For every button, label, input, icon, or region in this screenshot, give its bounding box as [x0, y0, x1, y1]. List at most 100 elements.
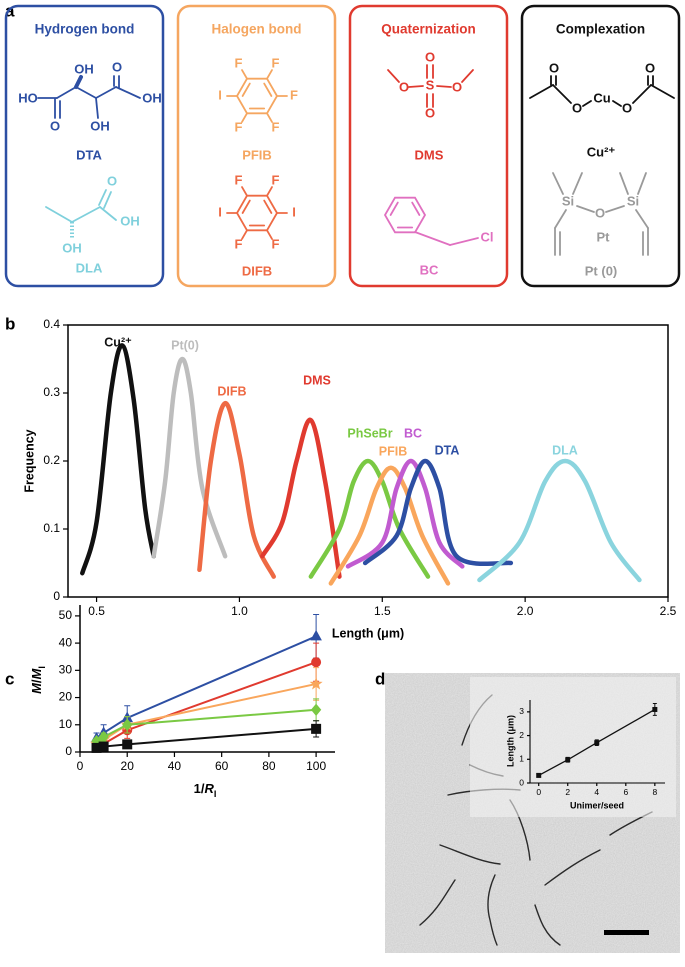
- atom-label: OH: [142, 90, 162, 105]
- x-tick-label: 0: [77, 759, 84, 773]
- bond: [619, 172, 629, 195]
- inset-bg: [470, 677, 676, 817]
- bond: [635, 209, 649, 229]
- category-box: [4, 4, 165, 288]
- micrograph: [385, 673, 680, 953]
- fiber: [544, 849, 601, 886]
- category-box: [176, 4, 337, 288]
- marker: [309, 677, 323, 690]
- bond: [241, 69, 248, 80]
- atom-label: Cu: [593, 90, 610, 105]
- scale-bar: [604, 930, 649, 935]
- y-axis-label: M/MI: [29, 666, 47, 694]
- y-tick-label: 3: [519, 706, 524, 716]
- bond: [56, 86, 77, 99]
- marker: [98, 741, 109, 752]
- fiber: [419, 879, 456, 926]
- category-title: Complexation: [556, 22, 645, 37]
- category-box: [520, 4, 681, 288]
- atom-label: F: [235, 172, 243, 187]
- bond: [529, 84, 554, 99]
- atom-label: I: [218, 204, 222, 219]
- atom-label: HO: [18, 90, 38, 105]
- series-label: PhSeBr: [347, 426, 392, 440]
- bond: [637, 172, 647, 195]
- category-title: Hydrogen bond: [35, 22, 135, 37]
- y-tick-label: 1: [519, 754, 524, 764]
- atom-label: F: [272, 236, 280, 251]
- series: [536, 703, 658, 778]
- fiber: [439, 844, 501, 865]
- atom-label: Cl: [481, 229, 494, 244]
- series-line: [96, 708, 317, 742]
- x-tick-label: 6: [623, 787, 628, 797]
- y-tick-label: 0.4: [43, 317, 60, 331]
- bond: [45, 206, 73, 223]
- y-tick-label: 0.2: [43, 453, 60, 467]
- distribution-curve: [477, 458, 642, 583]
- bond: [552, 172, 564, 195]
- atom-label: F: [272, 172, 280, 187]
- marker: [594, 740, 600, 746]
- distribution-curve: [260, 417, 342, 579]
- bond: [612, 100, 622, 107]
- series-label: Pt(0): [171, 338, 199, 352]
- atom-label: O: [572, 100, 582, 115]
- compound-name: PFIB: [242, 147, 272, 162]
- structure: [552, 172, 649, 256]
- x-tick-label: 1.5: [374, 604, 391, 618]
- y-tick-label: 0: [53, 589, 60, 603]
- y-tick-label: 50: [59, 608, 73, 622]
- panel-label: d: [375, 669, 385, 688]
- bond: [414, 231, 451, 246]
- ring-double-bond: [241, 199, 251, 214]
- structure: [45, 189, 117, 239]
- x-tick-label: 4: [594, 787, 599, 797]
- atom-label: O: [452, 79, 462, 94]
- series-line: [96, 682, 317, 745]
- ring-double-bond: [263, 82, 273, 97]
- atom-label: O: [645, 60, 655, 75]
- atom-label: Si: [627, 193, 639, 208]
- category-title: Quaternization: [381, 22, 476, 37]
- compound-name: Pt (0): [585, 263, 618, 278]
- x-tick-label: 0.5: [88, 604, 105, 618]
- atom-label: O: [50, 118, 60, 133]
- compound-name: DMS: [415, 147, 444, 162]
- axis-label-part: I: [214, 789, 217, 799]
- x-tick-label: 2.0: [517, 604, 534, 618]
- panel-label: c: [5, 669, 14, 688]
- bond: [650, 84, 675, 99]
- compound-name: DTA: [76, 147, 102, 162]
- atom-label: F: [290, 87, 298, 102]
- bond: [95, 86, 117, 99]
- atom-label: O: [425, 49, 435, 64]
- x-tick-label: 60: [215, 759, 229, 773]
- x-tick-label: 2.5: [660, 604, 677, 618]
- structure: [226, 186, 288, 240]
- series-label: DTA: [435, 443, 460, 457]
- series-label: DIFB: [217, 384, 246, 398]
- y-axis-label: Frequency: [22, 429, 36, 492]
- marker: [122, 739, 133, 750]
- y-tick-label: 0: [519, 777, 524, 787]
- bond: [266, 186, 273, 197]
- atom-label: F: [235, 236, 243, 251]
- bond: [582, 100, 592, 107]
- bond: [266, 229, 273, 240]
- bond: [75, 86, 97, 99]
- bond: [449, 237, 479, 246]
- panel-label: b: [5, 314, 15, 333]
- distribution-curve: [80, 343, 156, 576]
- axis-label-part: I: [37, 666, 47, 669]
- marker: [310, 703, 322, 716]
- bond: [266, 112, 273, 123]
- series-label: DLA: [552, 443, 578, 457]
- series-line: [538, 708, 656, 776]
- bond: [461, 69, 474, 83]
- marker: [122, 718, 133, 731]
- bond: [71, 206, 101, 223]
- distribution-curve: [328, 465, 451, 586]
- marker: [310, 629, 322, 641]
- distribution-curve: [197, 400, 276, 579]
